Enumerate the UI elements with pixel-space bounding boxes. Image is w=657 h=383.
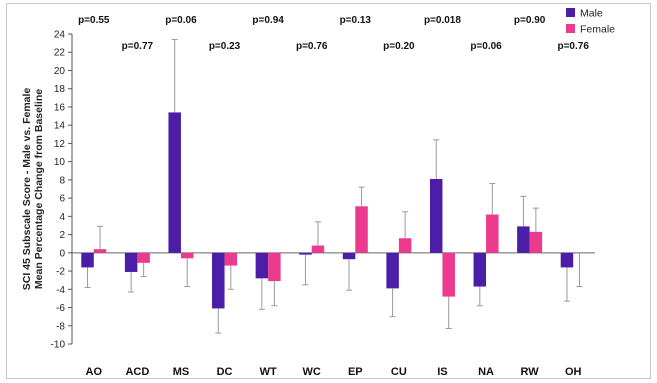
p-value-label: p=0.55 [78, 15, 110, 26]
bar-female-na [486, 214, 499, 253]
legend-label: Male [580, 8, 603, 20]
p-value-label: p=0.94 [252, 15, 284, 26]
y-tick-label: 18 [54, 84, 66, 95]
bar-female-rw [529, 231, 543, 253]
y-tick-label: 8 [59, 175, 65, 186]
y-tick-label: -10 [51, 340, 66, 351]
bars-layer [81, 112, 574, 309]
legend-swatch-female [566, 24, 575, 33]
y-axis-label: Mean Percentage Change from Baseline [33, 89, 45, 289]
p-value-label: p=0.76 [296, 41, 328, 52]
chart-frame [6, 3, 651, 379]
p-value-label: p=0.06 [470, 41, 502, 52]
p-value-label: p=0.06 [165, 15, 197, 26]
p-value-label: p=0.018 [424, 15, 461, 26]
y-tick-label: 22 [54, 48, 66, 59]
p-value-label: p=0.20 [383, 41, 415, 52]
y-tick-label: 0 [59, 248, 65, 259]
y-tick-label: 24 [54, 30, 66, 41]
category-label: ACD [125, 366, 149, 378]
y-tick-label: 6 [59, 194, 65, 205]
error-bars-layer [84, 38, 583, 334]
legend-label: Female [580, 24, 615, 36]
bar-female-dc [224, 252, 238, 266]
p-value-label: p=0.90 [514, 15, 546, 26]
bar-female-ms [180, 252, 194, 259]
bar-female-acd [137, 252, 150, 263]
bar-male-acd [124, 252, 138, 272]
legend: Male Female [566, 8, 615, 36]
category-label: MS [173, 366, 190, 378]
bar-female-ep [355, 206, 368, 253]
labels-layer: AO p=0.55 ACD p=0.77 MS p=0.06 DC p=0.23 WT p=0.9… [78, 15, 589, 378]
bar-female-is [442, 252, 455, 297]
y-tick-label: -8 [56, 321, 65, 332]
bar-male-cu [386, 252, 399, 289]
bar-male-dc [212, 252, 225, 309]
p-value-label: p=0.76 [557, 41, 589, 52]
y-tick-label: -6 [56, 303, 65, 314]
bar-male-ao [81, 252, 94, 268]
category-label: WT [260, 366, 277, 378]
y-tick-label: 12 [54, 139, 66, 150]
y-tick-label: 20 [54, 66, 66, 77]
category-label: NA [478, 366, 494, 378]
bar-male-ep [342, 252, 356, 260]
bar-male-is [429, 178, 443, 253]
category-label: IS [437, 366, 447, 378]
category-label: CU [391, 366, 407, 378]
bar-male-rw [517, 226, 530, 253]
category-label: AO [86, 366, 103, 378]
y-tick-label: 10 [54, 157, 66, 168]
p-value-label: p=0.13 [340, 15, 372, 26]
bar-male-oh [560, 252, 574, 268]
y-tick-label: -2 [56, 267, 65, 278]
category-label: RW [521, 366, 540, 378]
category-label: EP [348, 366, 363, 378]
y-axis-label: SCI 45 Subscale Score - Male vs. Female [21, 88, 33, 291]
y-tick-label: 16 [54, 102, 66, 113]
category-label: WC [303, 366, 321, 378]
bar-female-wc [311, 245, 325, 253]
p-value-label: p=0.23 [209, 41, 241, 52]
bar-male-wt [255, 252, 269, 279]
y-tick-label: 2 [59, 230, 65, 241]
p-value-label: p=0.77 [122, 41, 154, 52]
bar-female-cu [398, 238, 412, 253]
y-tick-label: 14 [54, 121, 66, 132]
y-tick-label: 4 [59, 212, 65, 223]
legend-swatch-male [566, 8, 575, 17]
category-label: DC [217, 366, 233, 378]
bar-female-wt [268, 252, 281, 282]
bar-female-ao [93, 249, 107, 253]
bar-male-wc [299, 252, 312, 255]
y-tick-label: -4 [56, 285, 65, 296]
category-label: OH [565, 366, 582, 378]
bar-male-na [473, 252, 487, 287]
bar-male-ms [168, 112, 181, 253]
